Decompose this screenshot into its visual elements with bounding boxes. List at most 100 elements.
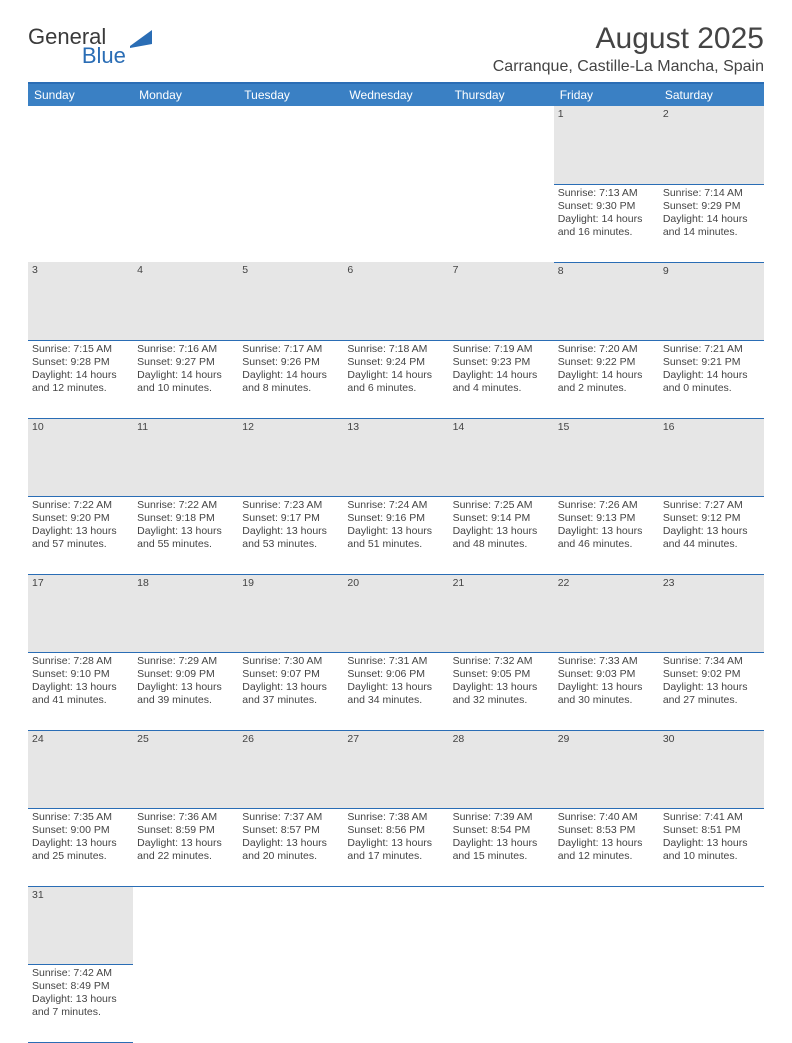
daylight-line: Daylight: 13 hours and 34 minutes.	[347, 681, 444, 707]
sunset-line: Sunset: 8:59 PM	[137, 824, 234, 837]
day-detail-cell: Sunrise: 7:26 AMSunset: 9:13 PMDaylight:…	[554, 496, 659, 574]
sunrise-line: Sunrise: 7:30 AM	[242, 655, 339, 668]
sunrise-line: Sunrise: 7:19 AM	[453, 343, 550, 356]
logo-text: General GeneBlue	[28, 28, 126, 65]
day-number-cell	[28, 106, 133, 184]
day-number-cell: 26	[238, 730, 343, 808]
daylight-line: Daylight: 13 hours and 10 minutes.	[663, 837, 760, 863]
sunrise-line: Sunrise: 7:41 AM	[663, 811, 760, 824]
daylight-line: Daylight: 13 hours and 48 minutes.	[453, 525, 550, 551]
daylight-line: Daylight: 14 hours and 8 minutes.	[242, 369, 339, 395]
day-detail-cell: Sunrise: 7:14 AMSunset: 9:29 PMDaylight:…	[659, 184, 764, 262]
calendar-table: SundayMondayTuesdayWednesdayThursdayFrid…	[28, 82, 764, 1043]
logo-part2: Blue	[82, 43, 126, 68]
sunset-line: Sunset: 9:06 PM	[347, 668, 444, 681]
daylight-line: Daylight: 13 hours and 7 minutes.	[32, 993, 129, 1019]
day-detail-cell: Sunrise: 7:23 AMSunset: 9:17 PMDaylight:…	[238, 496, 343, 574]
sunset-line: Sunset: 9:00 PM	[32, 824, 129, 837]
weekday-header: Tuesday	[238, 83, 343, 106]
day-detail-cell: Sunrise: 7:25 AMSunset: 9:14 PMDaylight:…	[449, 496, 554, 574]
day-number-cell: 9	[659, 262, 764, 340]
day-number-row: 31	[28, 886, 764, 964]
day-number-cell: 19	[238, 574, 343, 652]
day-detail-cell	[343, 964, 448, 1042]
sunset-line: Sunset: 9:13 PM	[558, 512, 655, 525]
day-detail-cell: Sunrise: 7:24 AMSunset: 9:16 PMDaylight:…	[343, 496, 448, 574]
sunset-line: Sunset: 9:21 PM	[663, 356, 760, 369]
day-detail-cell: Sunrise: 7:32 AMSunset: 9:05 PMDaylight:…	[449, 652, 554, 730]
day-number-cell: 24	[28, 730, 133, 808]
day-number-cell: 20	[343, 574, 448, 652]
daylight-line: Daylight: 13 hours and 30 minutes.	[558, 681, 655, 707]
sunrise-line: Sunrise: 7:34 AM	[663, 655, 760, 668]
day-detail-cell: Sunrise: 7:31 AMSunset: 9:06 PMDaylight:…	[343, 652, 448, 730]
sunrise-line: Sunrise: 7:29 AM	[137, 655, 234, 668]
sunset-line: Sunset: 9:20 PM	[32, 512, 129, 525]
day-detail-row: Sunrise: 7:28 AMSunset: 9:10 PMDaylight:…	[28, 652, 764, 730]
sunrise-line: Sunrise: 7:18 AM	[347, 343, 444, 356]
sunrise-line: Sunrise: 7:23 AM	[242, 499, 339, 512]
day-detail-cell: Sunrise: 7:28 AMSunset: 9:10 PMDaylight:…	[28, 652, 133, 730]
daylight-line: Daylight: 13 hours and 12 minutes.	[558, 837, 655, 863]
day-number-cell: 31	[28, 886, 133, 964]
weekday-header: Monday	[133, 83, 238, 106]
daylight-line: Daylight: 13 hours and 22 minutes.	[137, 837, 234, 863]
day-number-row: 12	[28, 106, 764, 184]
weekday-header: Wednesday	[343, 83, 448, 106]
sunrise-line: Sunrise: 7:21 AM	[663, 343, 760, 356]
sunset-line: Sunset: 9:26 PM	[242, 356, 339, 369]
day-detail-cell: Sunrise: 7:33 AMSunset: 9:03 PMDaylight:…	[554, 652, 659, 730]
daylight-line: Daylight: 13 hours and 51 minutes.	[347, 525, 444, 551]
sunset-line: Sunset: 9:07 PM	[242, 668, 339, 681]
day-detail-cell	[133, 964, 238, 1042]
day-number-cell	[238, 106, 343, 184]
day-detail-cell: Sunrise: 7:13 AMSunset: 9:30 PMDaylight:…	[554, 184, 659, 262]
daylight-line: Daylight: 14 hours and 4 minutes.	[453, 369, 550, 395]
day-number-cell: 13	[343, 418, 448, 496]
weekday-header: Sunday	[28, 83, 133, 106]
weekday-header: Friday	[554, 83, 659, 106]
daylight-line: Daylight: 13 hours and 55 minutes.	[137, 525, 234, 551]
day-detail-cell: Sunrise: 7:30 AMSunset: 9:07 PMDaylight:…	[238, 652, 343, 730]
logo-flag-icon	[130, 30, 158, 52]
daylight-line: Daylight: 14 hours and 2 minutes.	[558, 369, 655, 395]
sunset-line: Sunset: 9:17 PM	[242, 512, 339, 525]
sunset-line: Sunset: 9:02 PM	[663, 668, 760, 681]
day-detail-row: Sunrise: 7:22 AMSunset: 9:20 PMDaylight:…	[28, 496, 764, 574]
day-detail-cell: Sunrise: 7:16 AMSunset: 9:27 PMDaylight:…	[133, 340, 238, 418]
sunrise-line: Sunrise: 7:27 AM	[663, 499, 760, 512]
sunset-line: Sunset: 9:22 PM	[558, 356, 655, 369]
day-number-cell: 11	[133, 418, 238, 496]
daylight-line: Daylight: 14 hours and 14 minutes.	[663, 213, 760, 239]
day-detail-cell: Sunrise: 7:17 AMSunset: 9:26 PMDaylight:…	[238, 340, 343, 418]
day-number-cell: 14	[449, 418, 554, 496]
sunset-line: Sunset: 9:14 PM	[453, 512, 550, 525]
daylight-line: Daylight: 14 hours and 12 minutes.	[32, 369, 129, 395]
sunset-line: Sunset: 8:57 PM	[242, 824, 339, 837]
header: General GeneBlue August 2025 Carranque, …	[28, 22, 764, 76]
daylight-line: Daylight: 14 hours and 0 minutes.	[663, 369, 760, 395]
day-number-cell: 8	[554, 262, 659, 340]
day-number-cell	[343, 886, 448, 964]
day-number-cell	[449, 886, 554, 964]
day-number-cell	[659, 886, 764, 964]
day-detail-cell: Sunrise: 7:36 AMSunset: 8:59 PMDaylight:…	[133, 808, 238, 886]
daylight-line: Daylight: 13 hours and 37 minutes.	[242, 681, 339, 707]
sunrise-line: Sunrise: 7:31 AM	[347, 655, 444, 668]
day-detail-cell: Sunrise: 7:41 AMSunset: 8:51 PMDaylight:…	[659, 808, 764, 886]
day-detail-cell	[343, 184, 448, 262]
sunrise-line: Sunrise: 7:33 AM	[558, 655, 655, 668]
daylight-line: Daylight: 13 hours and 41 minutes.	[32, 681, 129, 707]
titles: August 2025 Carranque, Castille-La Manch…	[493, 22, 764, 76]
day-number-row: 17181920212223	[28, 574, 764, 652]
day-detail-cell	[28, 184, 133, 262]
day-number-row: 10111213141516	[28, 418, 764, 496]
sunrise-line: Sunrise: 7:37 AM	[242, 811, 339, 824]
day-number-cell: 10	[28, 418, 133, 496]
day-number-cell: 22	[554, 574, 659, 652]
day-number-cell: 7	[449, 262, 554, 340]
sunset-line: Sunset: 8:53 PM	[558, 824, 655, 837]
day-number-cell	[238, 886, 343, 964]
sunset-line: Sunset: 9:09 PM	[137, 668, 234, 681]
day-detail-cell	[449, 964, 554, 1042]
